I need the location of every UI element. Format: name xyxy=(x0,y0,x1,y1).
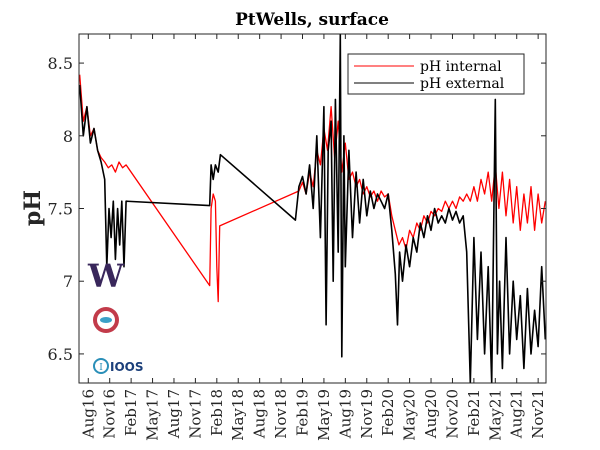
svg-text:I: I xyxy=(99,363,103,373)
y-tick-label: 8.5 xyxy=(48,54,73,73)
legend: pH internal pH external xyxy=(347,53,525,95)
x-tick-label: Feb20 xyxy=(379,389,397,436)
x-tick-label: Feb21 xyxy=(465,389,483,436)
x-tick-label: May17 xyxy=(144,389,162,441)
x-tick-label: Feb18 xyxy=(208,389,226,436)
series-line-ph-external xyxy=(79,34,546,383)
x-tick-label: Aug18 xyxy=(251,389,269,439)
uw-logo: W xyxy=(87,257,125,295)
svg-text:W: W xyxy=(87,257,125,295)
x-tick-label: May21 xyxy=(486,389,504,441)
legend-box xyxy=(347,53,525,95)
x-tick-label: Nov18 xyxy=(272,389,290,439)
legend-label-internal: pH internal xyxy=(420,59,502,75)
x-tick-label: Feb17 xyxy=(122,389,140,436)
chart-title: PtWells, surface xyxy=(235,10,389,30)
x-tick-label: Nov20 xyxy=(443,389,461,439)
x-tick-label: Aug20 xyxy=(422,389,440,439)
legend-label-external: pH external xyxy=(420,76,505,92)
x-tick-label: Nov19 xyxy=(358,389,376,439)
y-tick-label: 7.5 xyxy=(48,200,73,219)
x-tick-label: May20 xyxy=(401,389,419,441)
x-tick-label: Aug21 xyxy=(508,389,526,439)
series-line-ph-internal xyxy=(79,74,546,303)
x-tick-label: Nov17 xyxy=(186,389,204,439)
ioos-logo: I IOOS xyxy=(93,358,144,374)
y-tick-label: 7 xyxy=(63,272,73,291)
x-tick-label: Nov21 xyxy=(529,389,547,439)
x-tick-label: May19 xyxy=(315,389,333,441)
y-axis-label: pH xyxy=(20,190,46,226)
x-tick-label: May18 xyxy=(229,389,247,441)
x-tick-label: Aug17 xyxy=(165,389,183,439)
seal-logo xyxy=(93,307,119,333)
x-tick-label: Aug19 xyxy=(336,389,354,439)
y-tick-label: 8 xyxy=(63,127,73,146)
x-tick-label: Feb19 xyxy=(294,389,312,436)
x-tick-label: Nov16 xyxy=(101,389,119,439)
y-tick-label: 6.5 xyxy=(48,345,73,364)
svg-text:IOOS: IOOS xyxy=(110,360,144,374)
x-tick-label: Aug16 xyxy=(79,389,97,439)
